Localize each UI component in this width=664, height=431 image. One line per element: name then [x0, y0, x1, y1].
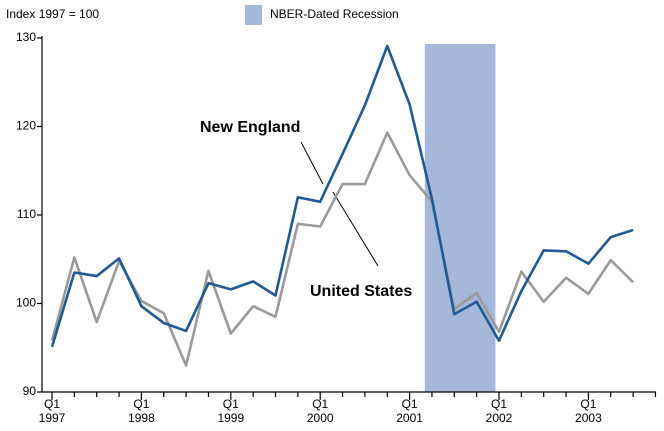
x-tick-label: 1997 — [39, 411, 66, 425]
x-tick-label: 2001 — [396, 411, 423, 425]
y-tick-label: 130 — [16, 30, 36, 44]
x-tick-label: Q1 — [580, 397, 596, 411]
leader-line — [300, 141, 324, 185]
leader-line — [332, 191, 379, 267]
x-tick-label: Q1 — [133, 397, 149, 411]
y-tick-label: 100 — [16, 296, 36, 310]
x-tick-label: Q1 — [312, 397, 328, 411]
series-label: United States — [310, 283, 412, 300]
legend-swatch — [245, 5, 262, 25]
x-tick-label: 1998 — [128, 411, 155, 425]
y-tick-label: 90 — [23, 384, 37, 398]
line-series — [50, 131, 635, 367]
line-series — [50, 44, 634, 348]
y-tick-label: 110 — [17, 207, 36, 221]
y-unit-label: Index 1997 = 100 — [6, 7, 99, 21]
x-tick-label: 2002 — [486, 411, 513, 425]
x-tick-label: 2003 — [575, 411, 602, 425]
x-tick-label: Q1 — [491, 397, 507, 411]
x-tick-label: 2000 — [307, 411, 334, 425]
x-tick-label: Q1 — [402, 397, 418, 411]
y-tick-label: 120 — [16, 119, 36, 133]
x-tick-label: 1999 — [217, 411, 244, 425]
legend-label: NBER-Dated Recession — [270, 7, 399, 21]
x-tick-label: Q1 — [223, 397, 239, 411]
x-tick-label: Q1 — [44, 397, 60, 411]
series-label: New England — [200, 119, 300, 136]
